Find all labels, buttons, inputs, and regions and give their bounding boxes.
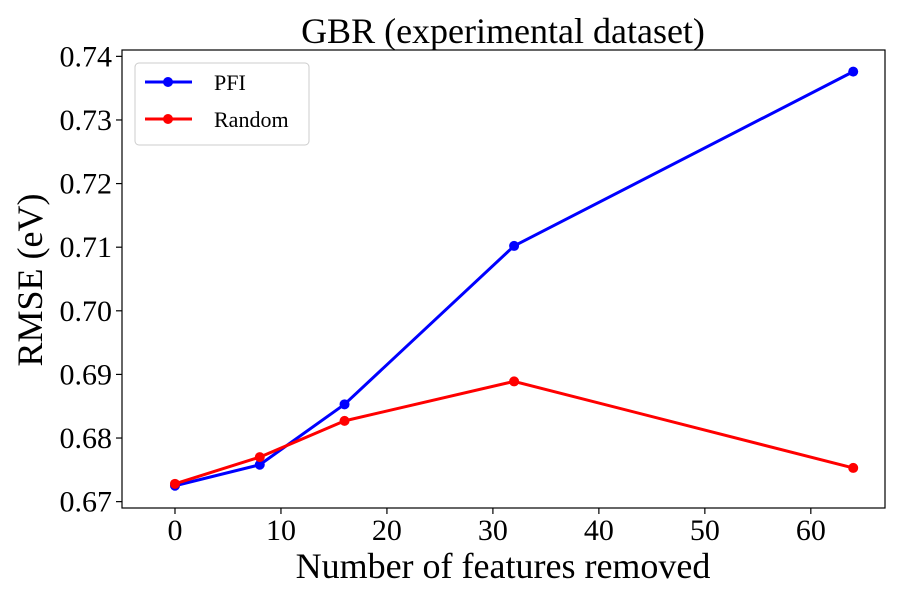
chart-title: GBR (experimental dataset) (301, 11, 705, 51)
x-axis: 0 10 20 30 40 50 60 (167, 508, 826, 547)
x-tick-label: 20 (372, 514, 402, 547)
legend: PFI Random (134, 62, 310, 146)
y-axis-label: RMSE (eV) (10, 194, 50, 367)
legend-label-random: Random (214, 107, 289, 132)
data-point-random (169, 478, 180, 489)
y-tick-label: 0.67 (60, 486, 113, 519)
data-point-random (848, 462, 859, 473)
data-point-pfi (254, 459, 265, 470)
x-axis-label: Number of features removed (296, 546, 711, 586)
plot-series (169, 66, 859, 491)
y-tick-label: 0.71 (60, 231, 113, 264)
x-tick-label: 40 (584, 514, 614, 547)
data-point-random (254, 452, 265, 463)
y-tick-label: 0.69 (60, 358, 113, 391)
legend-marker-pfi (163, 77, 173, 87)
y-tick-label: 0.73 (60, 104, 113, 137)
data-point-random (509, 376, 520, 387)
data-point-pfi (339, 399, 350, 410)
legend-label-pfi: PFI (214, 70, 246, 95)
data-point-pfi (848, 66, 859, 77)
plot-frame (121, 49, 886, 509)
y-tick-label: 0.70 (60, 295, 113, 328)
y-axis: 0.67 0.68 0.69 0.70 0.71 0.72 0.73 0.74 (60, 40, 122, 519)
data-point-pfi (509, 240, 520, 251)
x-tick-label: 50 (690, 514, 720, 547)
y-tick-label: 0.74 (60, 40, 113, 73)
legend-marker-random (163, 114, 173, 124)
y-tick-label: 0.72 (60, 168, 113, 201)
y-tick-label: 0.68 (60, 422, 113, 455)
x-tick-label: 0 (167, 514, 182, 547)
x-tick-label: 30 (478, 514, 508, 547)
data-point-random (339, 415, 350, 426)
x-tick-label: 60 (796, 514, 826, 547)
x-tick-label: 10 (266, 514, 296, 547)
